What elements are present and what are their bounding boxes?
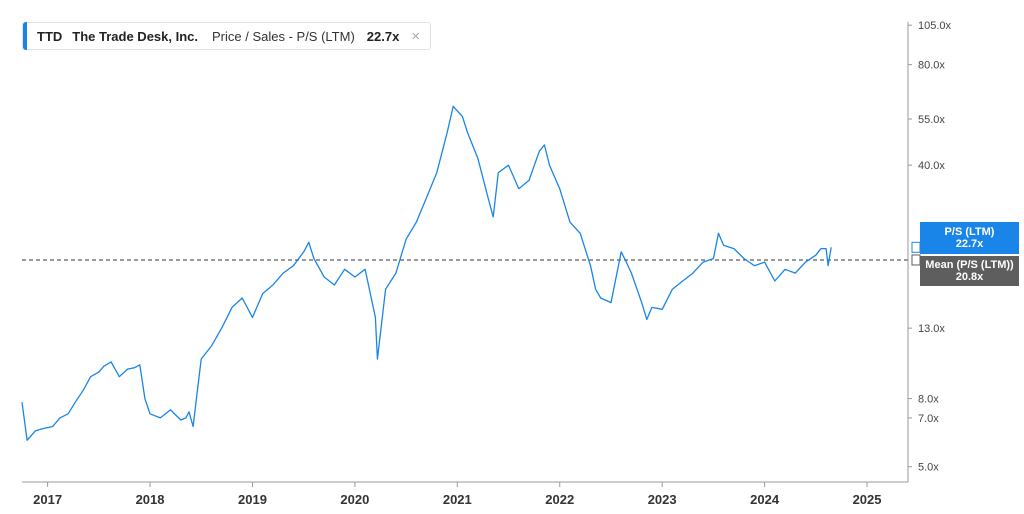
ps-ltm-series-line xyxy=(21,105,832,441)
x-tick-label: 2018 xyxy=(136,492,165,507)
current-value-badge-label: P/S (LTM) xyxy=(944,226,995,238)
x-tick-label: 2024 xyxy=(750,492,780,507)
y-tick-label: 7.0x xyxy=(918,413,939,425)
current-value-connector xyxy=(911,241,921,253)
y-tick-label: 8.0x xyxy=(918,394,939,406)
x-axis-ticks: 2017 2018 2019 2020 2021 2022 2023 2024 2025 xyxy=(33,482,881,507)
legend-metric: Price / Sales - P/S (LTM) xyxy=(212,28,355,44)
legend-color-swatch xyxy=(23,22,27,50)
y-tick-label: 55.0x xyxy=(918,114,945,126)
x-tick-label: 2020 xyxy=(340,492,369,507)
y-axis-ticks: 105.0x 80.0x 55.0x 40.0x 13.0x 8.0x 7.0x 5.0x xyxy=(908,20,952,474)
current-value-badge: P/S (LTM) 22.7x xyxy=(920,222,1019,254)
y-tick-label: 5.0x xyxy=(918,462,939,474)
x-tick-label: 2022 xyxy=(545,492,574,507)
y-tick-label: 40.0x xyxy=(918,160,945,172)
y-tick-label: 80.0x xyxy=(918,60,945,72)
x-tick-label: 2023 xyxy=(648,492,677,507)
mean-value-badge-value: 20.8x xyxy=(955,271,984,283)
series-legend-chip[interactable]: TTD The Trade Desk, Inc. Price / Sales -… xyxy=(22,22,432,50)
x-tick-label: 2019 xyxy=(238,492,267,507)
current-value-badge-value: 22.7x xyxy=(955,238,984,250)
x-tick-label: 2025 xyxy=(853,492,882,507)
y-tick-label: 13.0x xyxy=(918,323,945,335)
legend-ticker: TTD xyxy=(37,28,63,44)
y-tick-label: 105.0x xyxy=(918,20,952,32)
legend-company-name: The Trade Desk, Inc. xyxy=(72,28,198,44)
x-tick-label: 2017 xyxy=(33,492,62,507)
close-icon[interactable]: × xyxy=(411,27,421,45)
mean-value-badge-label: Mean (P/S (LTM)) xyxy=(925,259,1014,271)
mean-value-badge: Mean (P/S (LTM)) 20.8x xyxy=(920,256,1019,286)
legend-current-value: 22.7x xyxy=(366,28,400,44)
x-tick-label: 2021 xyxy=(443,492,472,507)
mean-value-connector xyxy=(911,254,921,266)
